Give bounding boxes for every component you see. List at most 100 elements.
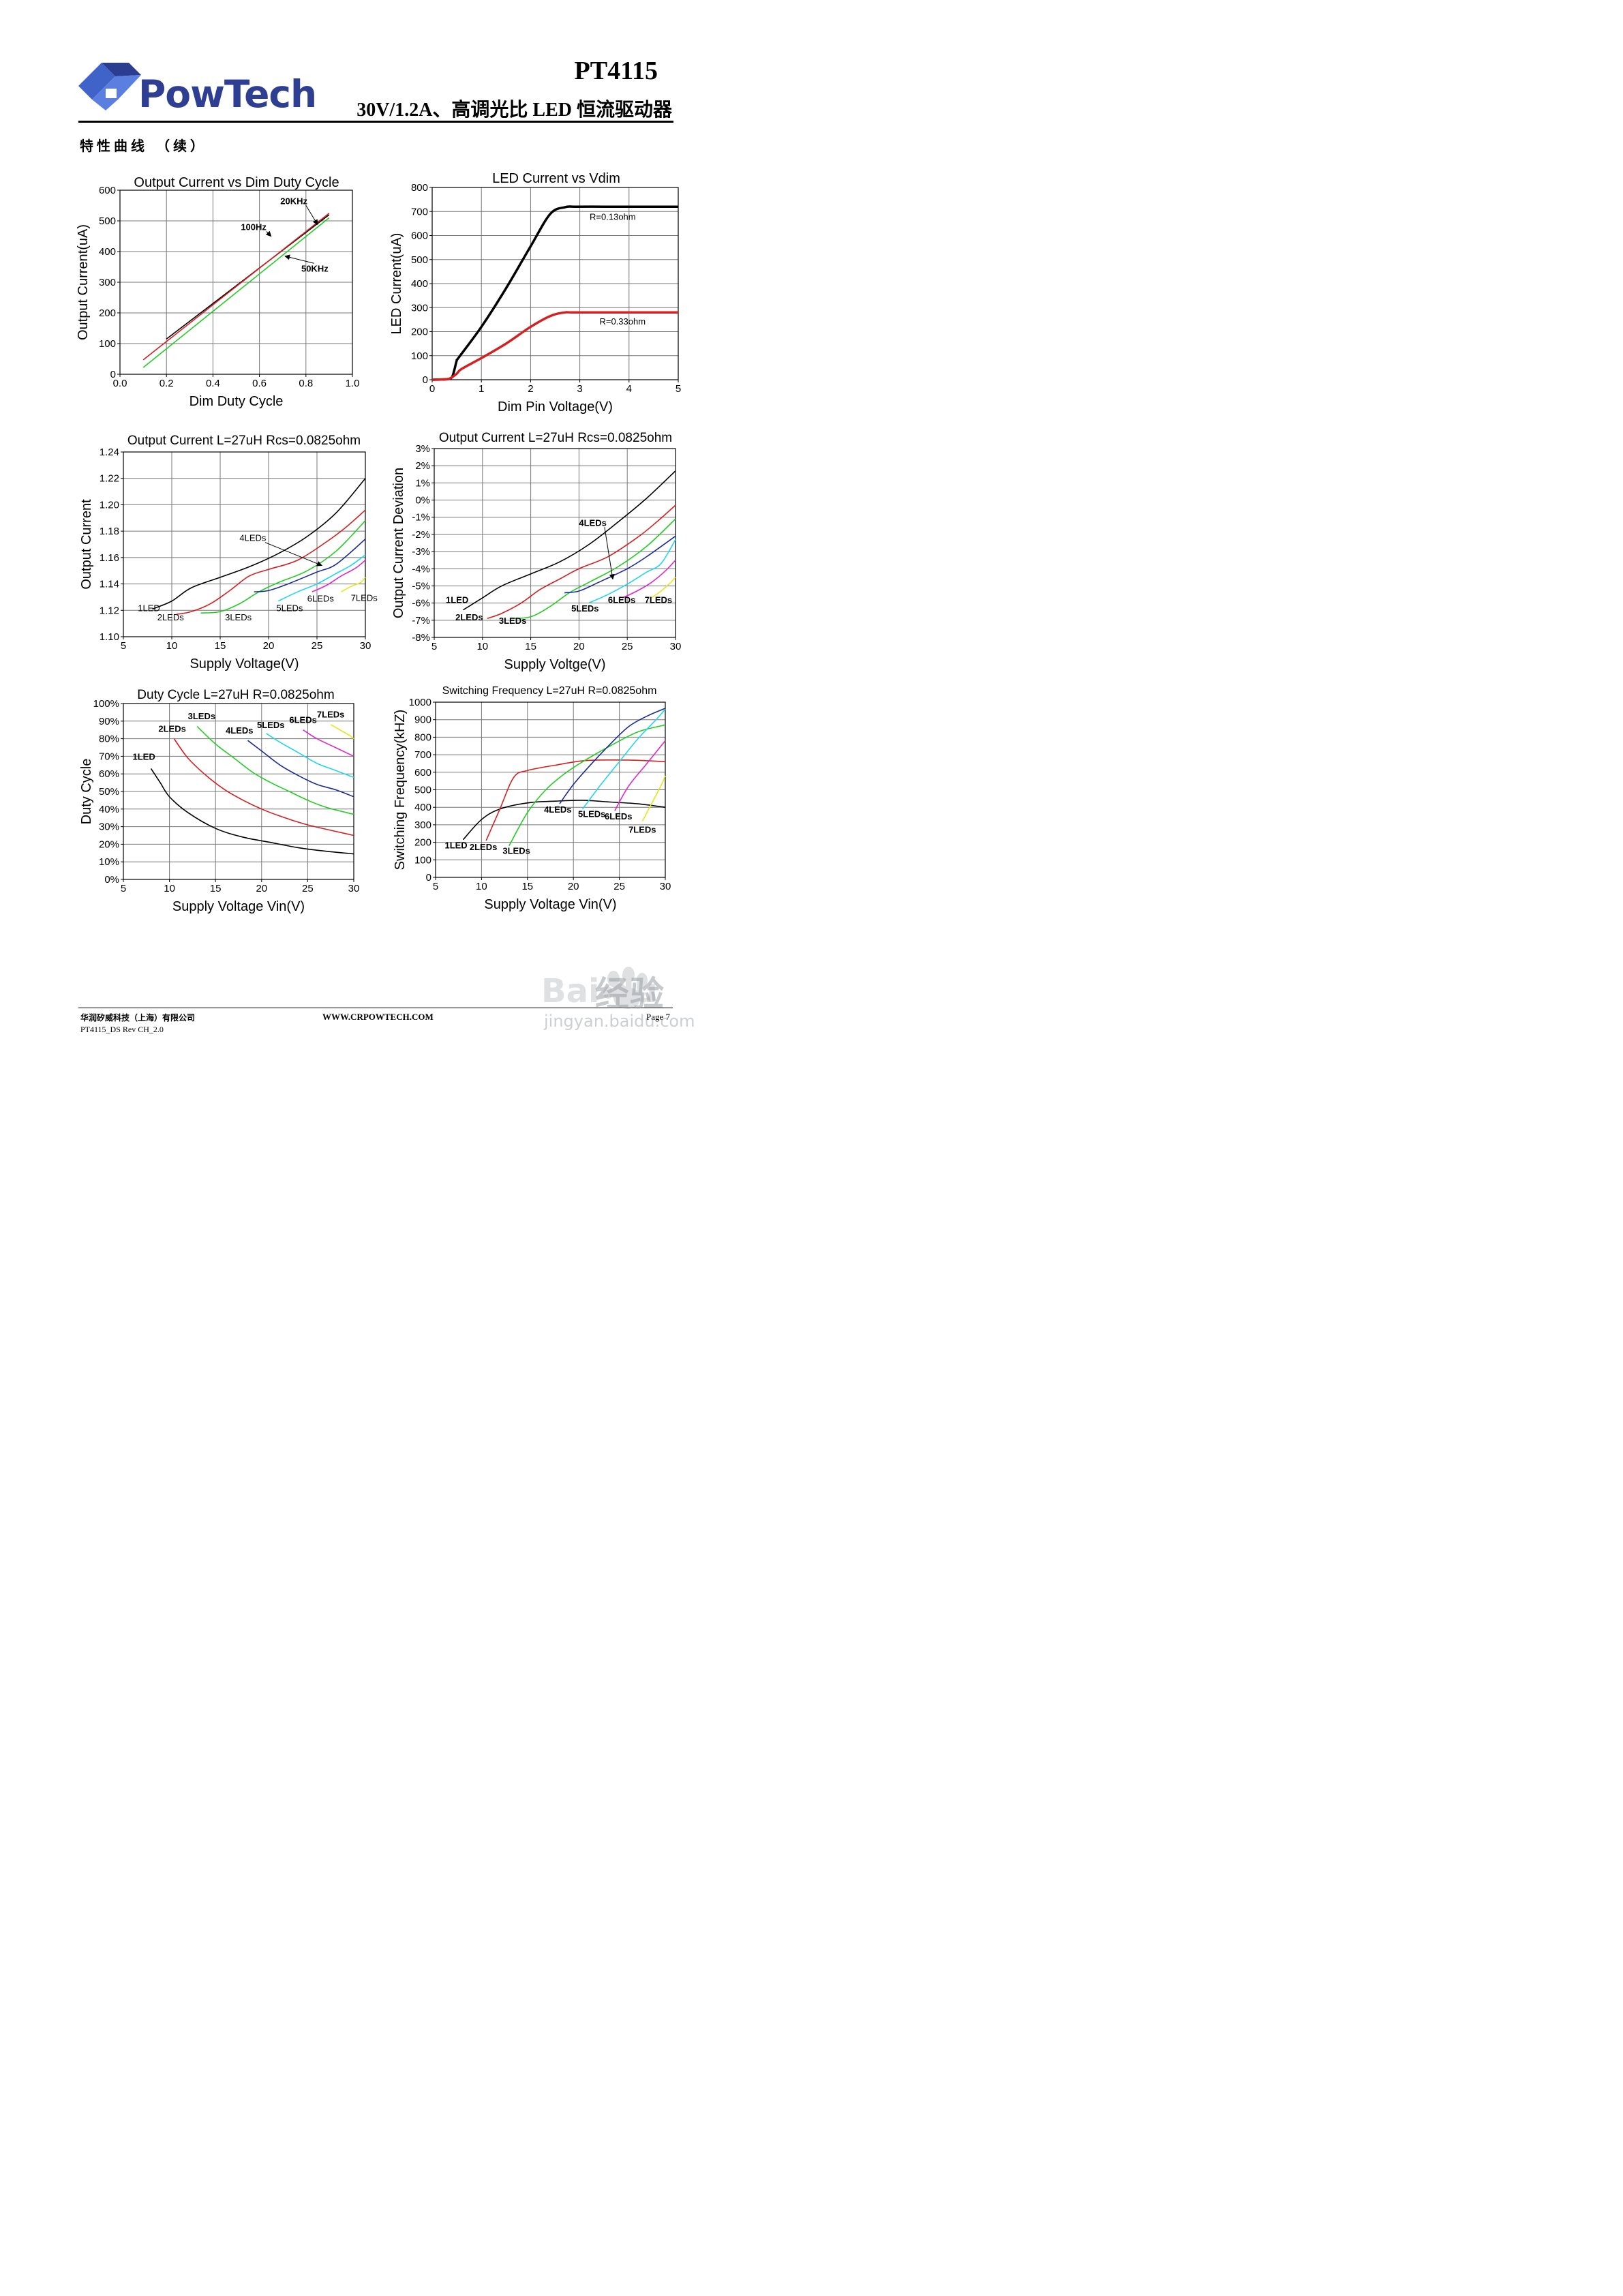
- x-tick-label: 0.2: [160, 378, 174, 389]
- x-axis-label: Dim Pin Voltage(V): [498, 399, 613, 414]
- x-tick-label: 0.4: [206, 378, 220, 389]
- chart-title: Output Current L=27uH Rcs=0.0825ohm: [439, 431, 672, 445]
- plot-frame: [119, 190, 353, 375]
- x-tick-label: 0.8: [299, 378, 313, 389]
- annotation-label: R=0.33ohm: [599, 316, 646, 327]
- x-tick-label: 4: [626, 383, 632, 395]
- footer-website-link[interactable]: WWW.CRPOWTECH.COM: [322, 1012, 434, 1022]
- footer-page-number: Page 7: [646, 1012, 671, 1022]
- annotation-label: R=0.13ohm: [590, 212, 636, 222]
- annotation-label: 5LEDs: [578, 809, 605, 819]
- x-tick-label: 10: [164, 883, 175, 894]
- y-tick-label: 600: [99, 185, 116, 196]
- series-line-2leds: [487, 504, 676, 620]
- y-tick-label: 100: [411, 350, 428, 362]
- y-tick-label: 1.14: [100, 579, 119, 590]
- annotation-label: 7LEDs: [628, 824, 656, 834]
- x-tick-label: 25: [312, 640, 323, 652]
- y-tick-label: 800: [414, 731, 431, 743]
- x-tick-label: 3: [577, 383, 582, 395]
- brand-name: PowTech: [138, 72, 317, 116]
- y-tick-label: 100: [99, 338, 116, 350]
- annotation-label: 3LEDs: [499, 616, 526, 626]
- y-tick-label: 500: [414, 785, 431, 796]
- x-tick-label: 0.6: [252, 378, 267, 389]
- annotation-arrow: [604, 527, 615, 580]
- y-tick-label: 300: [99, 277, 116, 288]
- powtech-logo-icon: [78, 63, 141, 110]
- annotation-arrow: [264, 542, 323, 567]
- series-line-6leds: [303, 729, 354, 757]
- chart-output-current-supply: 5 10 15 20 25 30 1.10 1.12 1.14 1.16 1.18 1.20 1.22 1…: [79, 434, 378, 671]
- x-tick-label: 25: [622, 641, 633, 652]
- x-tick-label: 5: [431, 641, 437, 652]
- x-tick-label: 30: [360, 640, 371, 652]
- y-tick-label: 600: [411, 230, 428, 242]
- y-tick-label: 1.24: [100, 447, 119, 458]
- x-tick-label: 30: [670, 641, 682, 652]
- chart-title: Switching Frequency L=27uH R=0.0825ohm: [442, 685, 657, 697]
- y-tick-label: 0: [110, 369, 116, 380]
- y-tick-label: 3%: [415, 443, 430, 455]
- y-tick-label: 70%: [99, 751, 119, 762]
- x-axis-label: Supply Voltage(V): [189, 656, 299, 671]
- y-tick-label: 50%: [99, 786, 119, 798]
- chart-title: Output Current vs Dim Duty Cycle: [134, 175, 339, 190]
- x-tick-label: 5: [121, 883, 126, 894]
- part-number: PT4115: [574, 57, 658, 85]
- series-line-3leds: [509, 724, 666, 847]
- y-tick-label: 400: [99, 246, 116, 258]
- annotation-label: 4LEDs: [239, 533, 267, 543]
- y-tick-label: 100%: [93, 698, 119, 710]
- y-tick-label: -6%: [412, 598, 430, 609]
- y-tick-label: 60%: [99, 768, 119, 780]
- annotation-label: 2LEDs: [158, 723, 185, 734]
- annotation-label: 1LED: [444, 841, 467, 851]
- y-tick-label: 0: [426, 872, 431, 883]
- series-line-3leds: [196, 725, 354, 815]
- series-line-4leds: [247, 740, 354, 798]
- x-axis-label: Supply Voltge(V): [504, 657, 606, 672]
- y-axis-label: Output Current Deviation: [391, 468, 406, 618]
- x-tick-label: 30: [348, 883, 360, 894]
- y-tick-label: 600: [414, 767, 431, 779]
- annotation-label: 3LEDs: [502, 845, 530, 856]
- annotation-label: 7LEDs: [351, 593, 378, 603]
- y-tick-label: 1.10: [100, 631, 119, 643]
- x-tick-label: 20: [573, 641, 585, 652]
- plot-frame: [431, 187, 679, 380]
- x-tick-label: 20: [263, 640, 275, 652]
- x-tick-label: 1: [479, 383, 484, 395]
- x-axis-label: Dim Duty Cycle: [189, 394, 284, 409]
- chart-title: Output Current L=27uH Rcs=0.0825ohm: [127, 434, 361, 448]
- y-tick-label: 0%: [415, 495, 430, 507]
- y-axis-label: Duty Cycle: [79, 759, 94, 825]
- series-line-4leds: [559, 708, 666, 804]
- series-line-r-0-33ohm: [431, 311, 678, 381]
- y-tick-label: 800: [411, 182, 428, 194]
- series-line-7leds: [330, 724, 354, 740]
- x-tick-label: 5: [676, 383, 681, 395]
- y-tick-label: 100: [414, 854, 431, 866]
- footer-company: 华润矽威科技（上海）有限公司: [80, 1013, 196, 1023]
- x-tick-label: 1.0: [346, 378, 360, 389]
- x-axis-label: Supply Voltage Vin(V): [484, 897, 616, 912]
- y-tick-label: 500: [99, 215, 116, 227]
- annotation-label: 6LEDs: [605, 811, 632, 821]
- annotation-label: 50KHz: [301, 263, 329, 273]
- y-tick-label: 30%: [99, 821, 119, 833]
- annotation-label: 2LEDs: [157, 612, 185, 622]
- y-tick-label: 900: [414, 714, 431, 726]
- y-tick-label: 500: [411, 254, 428, 266]
- y-tick-label: 1.18: [100, 526, 119, 537]
- y-tick-label: 1.22: [100, 473, 119, 485]
- y-tick-label: -8%: [412, 632, 430, 644]
- series-line-50khz: [142, 217, 330, 368]
- y-tick-label: 1000: [409, 697, 431, 708]
- chart-led-current-vs-vdim: 0 1 2 3 4 5 0 100 200 300 400 500 600 700 800 R=0.13ohm…: [389, 171, 681, 414]
- y-tick-label: 40%: [99, 804, 119, 815]
- x-tick-label: 5: [433, 881, 438, 892]
- x-tick-label: 10: [476, 641, 488, 652]
- x-tick-label: 15: [210, 883, 222, 894]
- chart-title: Duty Cycle L=27uH R=0.0825ohm: [137, 688, 334, 702]
